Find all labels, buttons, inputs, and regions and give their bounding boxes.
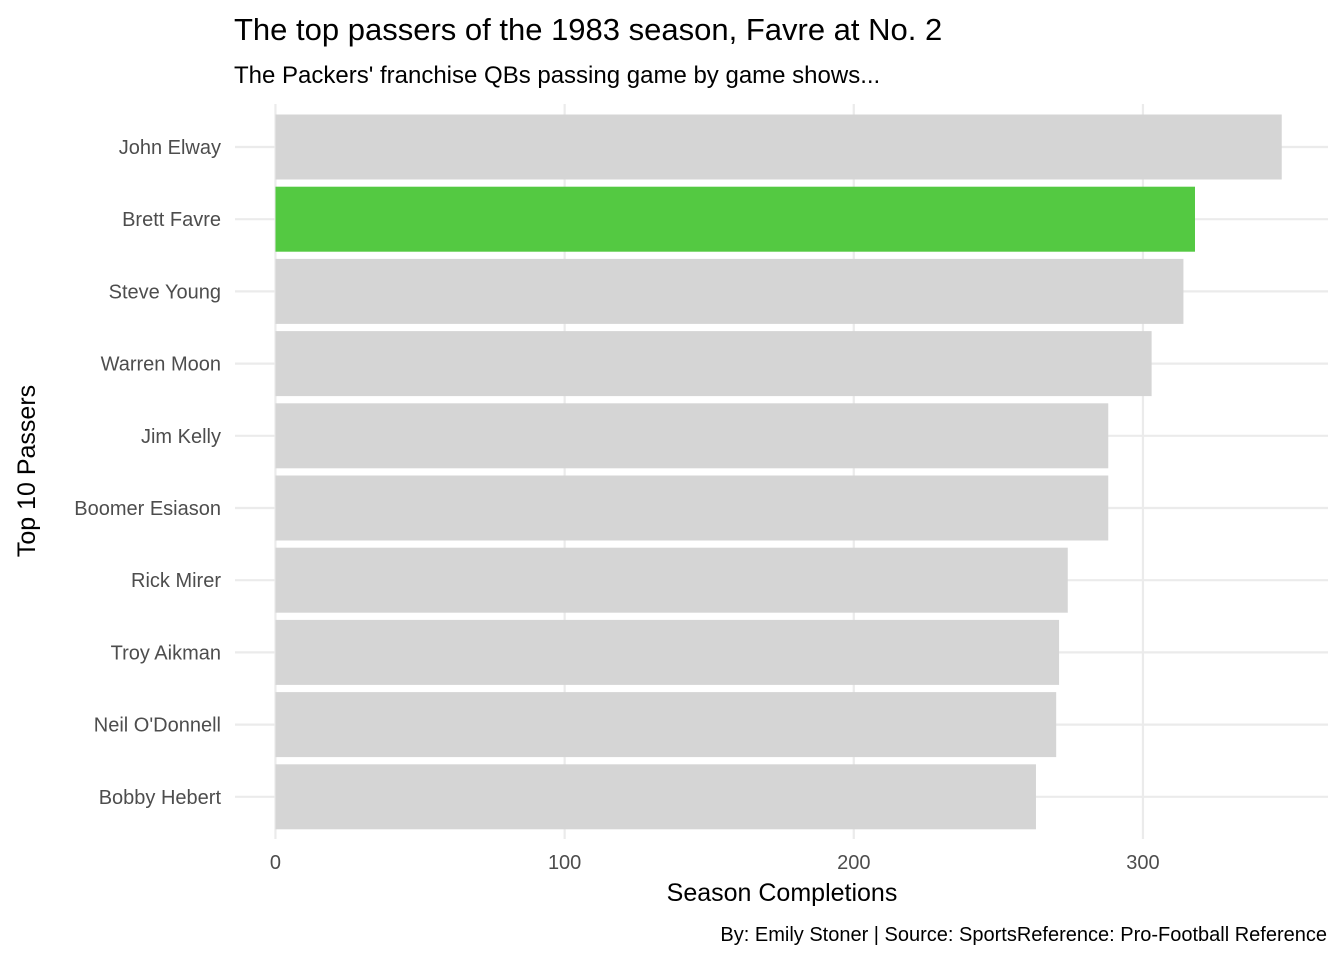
y-tick-label-3: Warren Moon [101, 354, 221, 376]
x-axis-title: Season Completions [667, 879, 898, 907]
y-tick-label-8: Neil O'Donnell [94, 715, 221, 737]
x-tick-label-2: 200 [837, 852, 870, 874]
x-tick-label-1: 100 [548, 852, 581, 874]
x-tick-label-3: 300 [1126, 852, 1159, 874]
bar-steve-young [275, 258, 1184, 324]
y-tick-label-7: Troy Aikman [111, 642, 221, 664]
y-axis-tick-labels: John Elway Brett Favre Steve Young Warren M… [74, 137, 221, 809]
y-axis-title: Top 10 Passers [13, 385, 41, 557]
plot-panel [235, 104, 1328, 839]
bar-john-elway [275, 114, 1282, 180]
bar-brett-favre [275, 186, 1195, 252]
y-tick-label-6: Rick Mirer [131, 570, 221, 592]
x-axis-tick-labels: 0 100 200 300 [270, 852, 1160, 874]
y-tick-label-5: Boomer Esiason [74, 498, 221, 520]
chart-caption: By: Emily Stoner | Source: SportsReferen… [720, 924, 1327, 946]
bars [275, 114, 1282, 830]
bar-rick-mirer [275, 547, 1068, 613]
bar-bobby-hebert [275, 764, 1036, 830]
y-tick-label-0: John Elway [119, 137, 221, 159]
bar-warren-moon [275, 331, 1152, 397]
y-tick-label-9: Bobby Hebert [99, 787, 222, 809]
bar-troy-aikman [275, 619, 1060, 685]
bar-boomer-esiason [275, 475, 1109, 541]
y-tick-label-1: Brett Favre [122, 209, 221, 231]
bar-jim-kelly [275, 403, 1109, 469]
y-tick-label-2: Steve Young [109, 281, 221, 303]
chart-title: The top passers of the 1983 season, Favr… [234, 12, 942, 47]
x-tick-label-0: 0 [270, 852, 281, 874]
bar-neil-o-donnell [275, 692, 1057, 758]
chart-subtitle: The Packers' franchise QBs passing game … [234, 62, 880, 89]
y-tick-label-4: Jim Kelly [141, 426, 221, 448]
